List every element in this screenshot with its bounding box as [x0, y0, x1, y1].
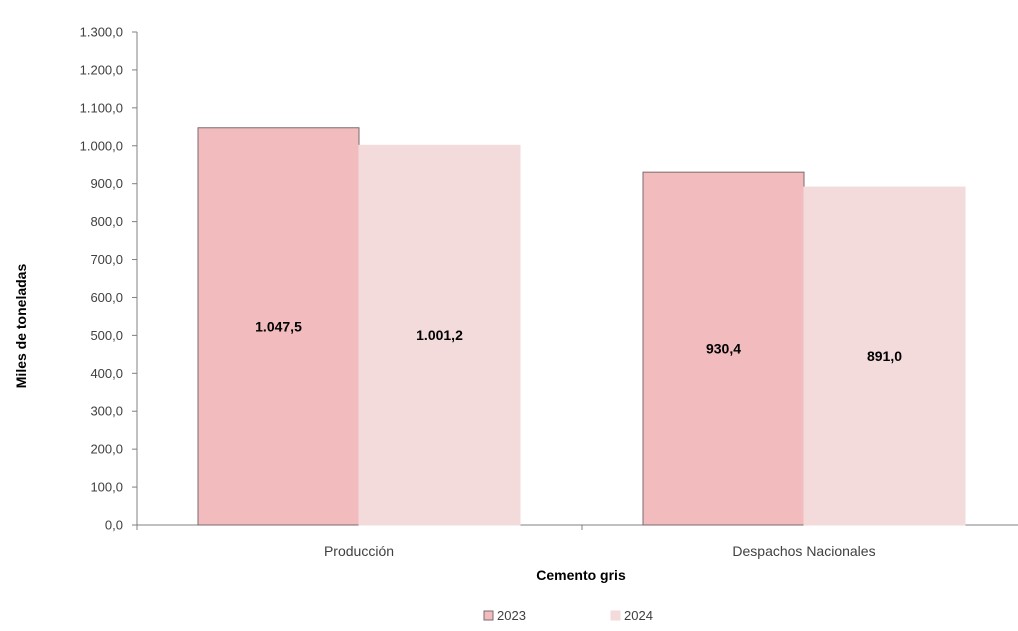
y-tick-label: 800,0 — [90, 214, 123, 229]
data-labels: 1.047,5 1.001,2 930,4 891,0 — [255, 318, 902, 364]
data-label: 1.001,2 — [416, 327, 463, 343]
legend-swatch — [610, 610, 621, 621]
y-tick-label: 600,0 — [90, 290, 123, 305]
y-tick-label: 400,0 — [90, 366, 123, 381]
x-tick-label: Despachos Nacionales — [732, 543, 875, 559]
y-tick-label: 900,0 — [90, 176, 123, 191]
y-tick-label: 700,0 — [90, 252, 123, 267]
legend-label: 2024 — [624, 608, 653, 623]
bar-2023-1 — [642, 171, 805, 526]
y-tick-label: 500,0 — [90, 328, 123, 343]
x-axis-title: Cemento gris — [536, 567, 626, 583]
legend: 2023 2024 — [483, 608, 653, 623]
x-tick-label: Producción — [324, 543, 394, 559]
bar-2023-0 — [197, 127, 360, 526]
bar-2024-1 — [803, 186, 966, 526]
x-axis: Producción Despachos Nacionales — [136, 524, 1018, 559]
y-tick-label: 1.300,0 — [80, 25, 123, 40]
y-axis: 0,0 100,0 200,0 300,0 400,0 500,0 600,0 700,0 80… — [80, 25, 138, 533]
bar-2024-0 — [358, 144, 521, 526]
y-tick-label: 100,0 — [90, 480, 123, 495]
y-tick-label: 200,0 — [90, 442, 123, 457]
legend-swatch — [483, 610, 494, 621]
bars — [197, 127, 966, 526]
y-tick-label: 0,0 — [105, 518, 123, 533]
y-tick-label: 1.200,0 — [80, 62, 123, 77]
y-axis-title: Miles de toneladas — [13, 264, 29, 389]
y-tick-label: 1.000,0 — [80, 138, 123, 153]
y-tick-label: 1.100,0 — [80, 100, 123, 115]
data-label: 1.047,5 — [255, 318, 302, 334]
data-label: 891,0 — [867, 348, 902, 364]
y-tick-label: 300,0 — [90, 404, 123, 419]
legend-label: 2023 — [497, 608, 526, 623]
data-label: 930,4 — [706, 341, 741, 357]
